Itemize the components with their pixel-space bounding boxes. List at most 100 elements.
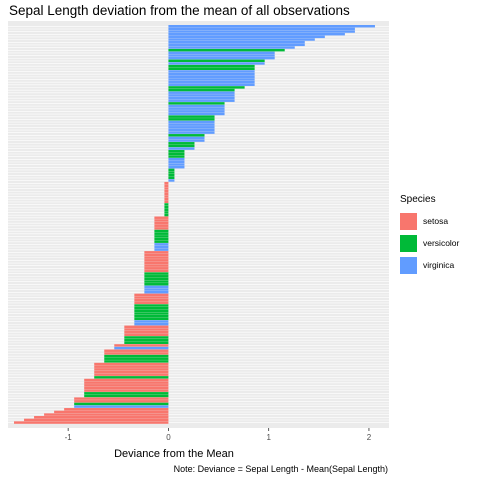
x-tick-label: 1: [266, 433, 271, 442]
bar-setosa: [164, 181, 169, 185]
bar-virginica: [168, 136, 205, 140]
bar-virginica: [168, 62, 265, 65]
bar-virginica: [168, 112, 225, 116]
bar-virginica: [168, 72, 255, 76]
bar-setosa: [144, 269, 169, 273]
bar-virginica: [168, 46, 295, 49]
bar-virginica: [168, 131, 215, 134]
plot-panel: [8, 21, 389, 428]
bar-setosa: [144, 251, 169, 254]
bar-virginica: [168, 51, 275, 55]
bar-virginica: [168, 83, 255, 86]
legend-swatch-versicolor: [400, 234, 417, 252]
bar-setosa: [94, 373, 169, 376]
bar-versicolor: [168, 173, 175, 177]
legend-item-versicolor: versicolor: [400, 232, 459, 254]
bar-virginica: [168, 147, 195, 150]
bar-versicolor: [104, 357, 169, 360]
bar-setosa: [144, 253, 169, 257]
bar-setosa: [84, 384, 169, 387]
bar-virginica: [168, 94, 235, 97]
bar-setosa: [164, 197, 169, 201]
bar-setosa: [84, 378, 169, 382]
bar-setosa: [164, 184, 169, 188]
bar-setosa: [84, 389, 169, 392]
bar-setosa: [164, 195, 169, 198]
legend-swatch-virginica: [400, 256, 417, 274]
bar-setosa: [164, 189, 169, 193]
bar-setosa: [154, 221, 169, 225]
bar-versicolor: [168, 152, 185, 156]
bar-versicolor: [168, 150, 185, 153]
legend-label: versicolor: [423, 238, 460, 248]
legend-label: virginica: [423, 260, 455, 270]
bar-versicolor: [168, 168, 175, 172]
bar-versicolor: [168, 134, 205, 137]
legend-label: setosa: [423, 216, 449, 226]
grid-lines: [8, 26, 389, 423]
bar-virginica: [134, 322, 169, 326]
bar-versicolor: [164, 213, 169, 217]
bar-virginica: [168, 158, 185, 161]
bar-setosa: [144, 264, 169, 267]
bar-setosa: [154, 219, 169, 222]
bar-versicolor: [134, 312, 169, 315]
x-tick-label: 2: [367, 433, 372, 442]
bar-versicolor: [134, 304, 169, 307]
bar-versicolor: [74, 402, 169, 406]
bar-virginica: [154, 245, 169, 249]
bar-setosa: [134, 301, 169, 305]
bar-versicolor: [134, 317, 169, 321]
bar-virginica: [168, 126, 215, 129]
bar-virginica: [154, 248, 169, 251]
x-tick-label: 0: [166, 433, 171, 442]
bar-setosa: [94, 370, 169, 374]
bar-virginica: [168, 179, 175, 182]
legend-item-virginica: virginica: [400, 254, 459, 276]
bar-setosa: [144, 256, 169, 259]
bar-virginica: [168, 70, 255, 73]
bar-setosa: [154, 216, 169, 219]
bar-virginica: [168, 165, 185, 169]
bar-virginica: [168, 99, 235, 102]
bar-setosa: [104, 349, 169, 352]
bar-versicolor: [134, 314, 169, 318]
bar-virginica: [144, 288, 169, 291]
bar-versicolor: [168, 118, 215, 121]
bar-setosa: [74, 400, 169, 403]
bar-virginica: [168, 54, 275, 57]
bar-versicolor: [168, 59, 265, 63]
bar-versicolor: [94, 376, 169, 379]
bar-versicolor: [84, 394, 169, 398]
bar-versicolor: [154, 240, 169, 243]
bar-virginica: [168, 163, 185, 166]
legend: Species setosa versicolor virginica: [400, 194, 459, 276]
bar-versicolor: [164, 205, 169, 209]
bar-setosa: [14, 421, 169, 424]
bar-virginica: [168, 30, 355, 33]
bar-setosa: [144, 259, 169, 262]
bar-setosa: [114, 344, 169, 347]
bar-versicolor: [154, 235, 169, 238]
bar-versicolor: [168, 67, 255, 71]
bar-virginica: [168, 123, 215, 126]
bar-versicolor: [164, 211, 169, 214]
bar-virginica: [168, 80, 255, 84]
bar-virginica: [168, 25, 375, 28]
bar-virginica: [168, 38, 315, 41]
bar-setosa: [154, 227, 169, 230]
bar-virginica: [114, 346, 169, 350]
bar-versicolor: [164, 208, 169, 211]
bar-setosa: [44, 413, 169, 416]
bar-versicolor: [168, 171, 175, 174]
bar-virginica: [168, 91, 235, 94]
bar-versicolor: [84, 392, 169, 395]
bar-versicolor: [168, 144, 195, 148]
bar-virginica: [168, 27, 355, 31]
x-axis-title: Deviance from the Mean: [114, 448, 234, 460]
bar-versicolor: [144, 275, 169, 278]
bar-virginica: [168, 40, 305, 44]
bar-setosa: [24, 418, 169, 422]
bar-versicolor: [168, 176, 175, 180]
